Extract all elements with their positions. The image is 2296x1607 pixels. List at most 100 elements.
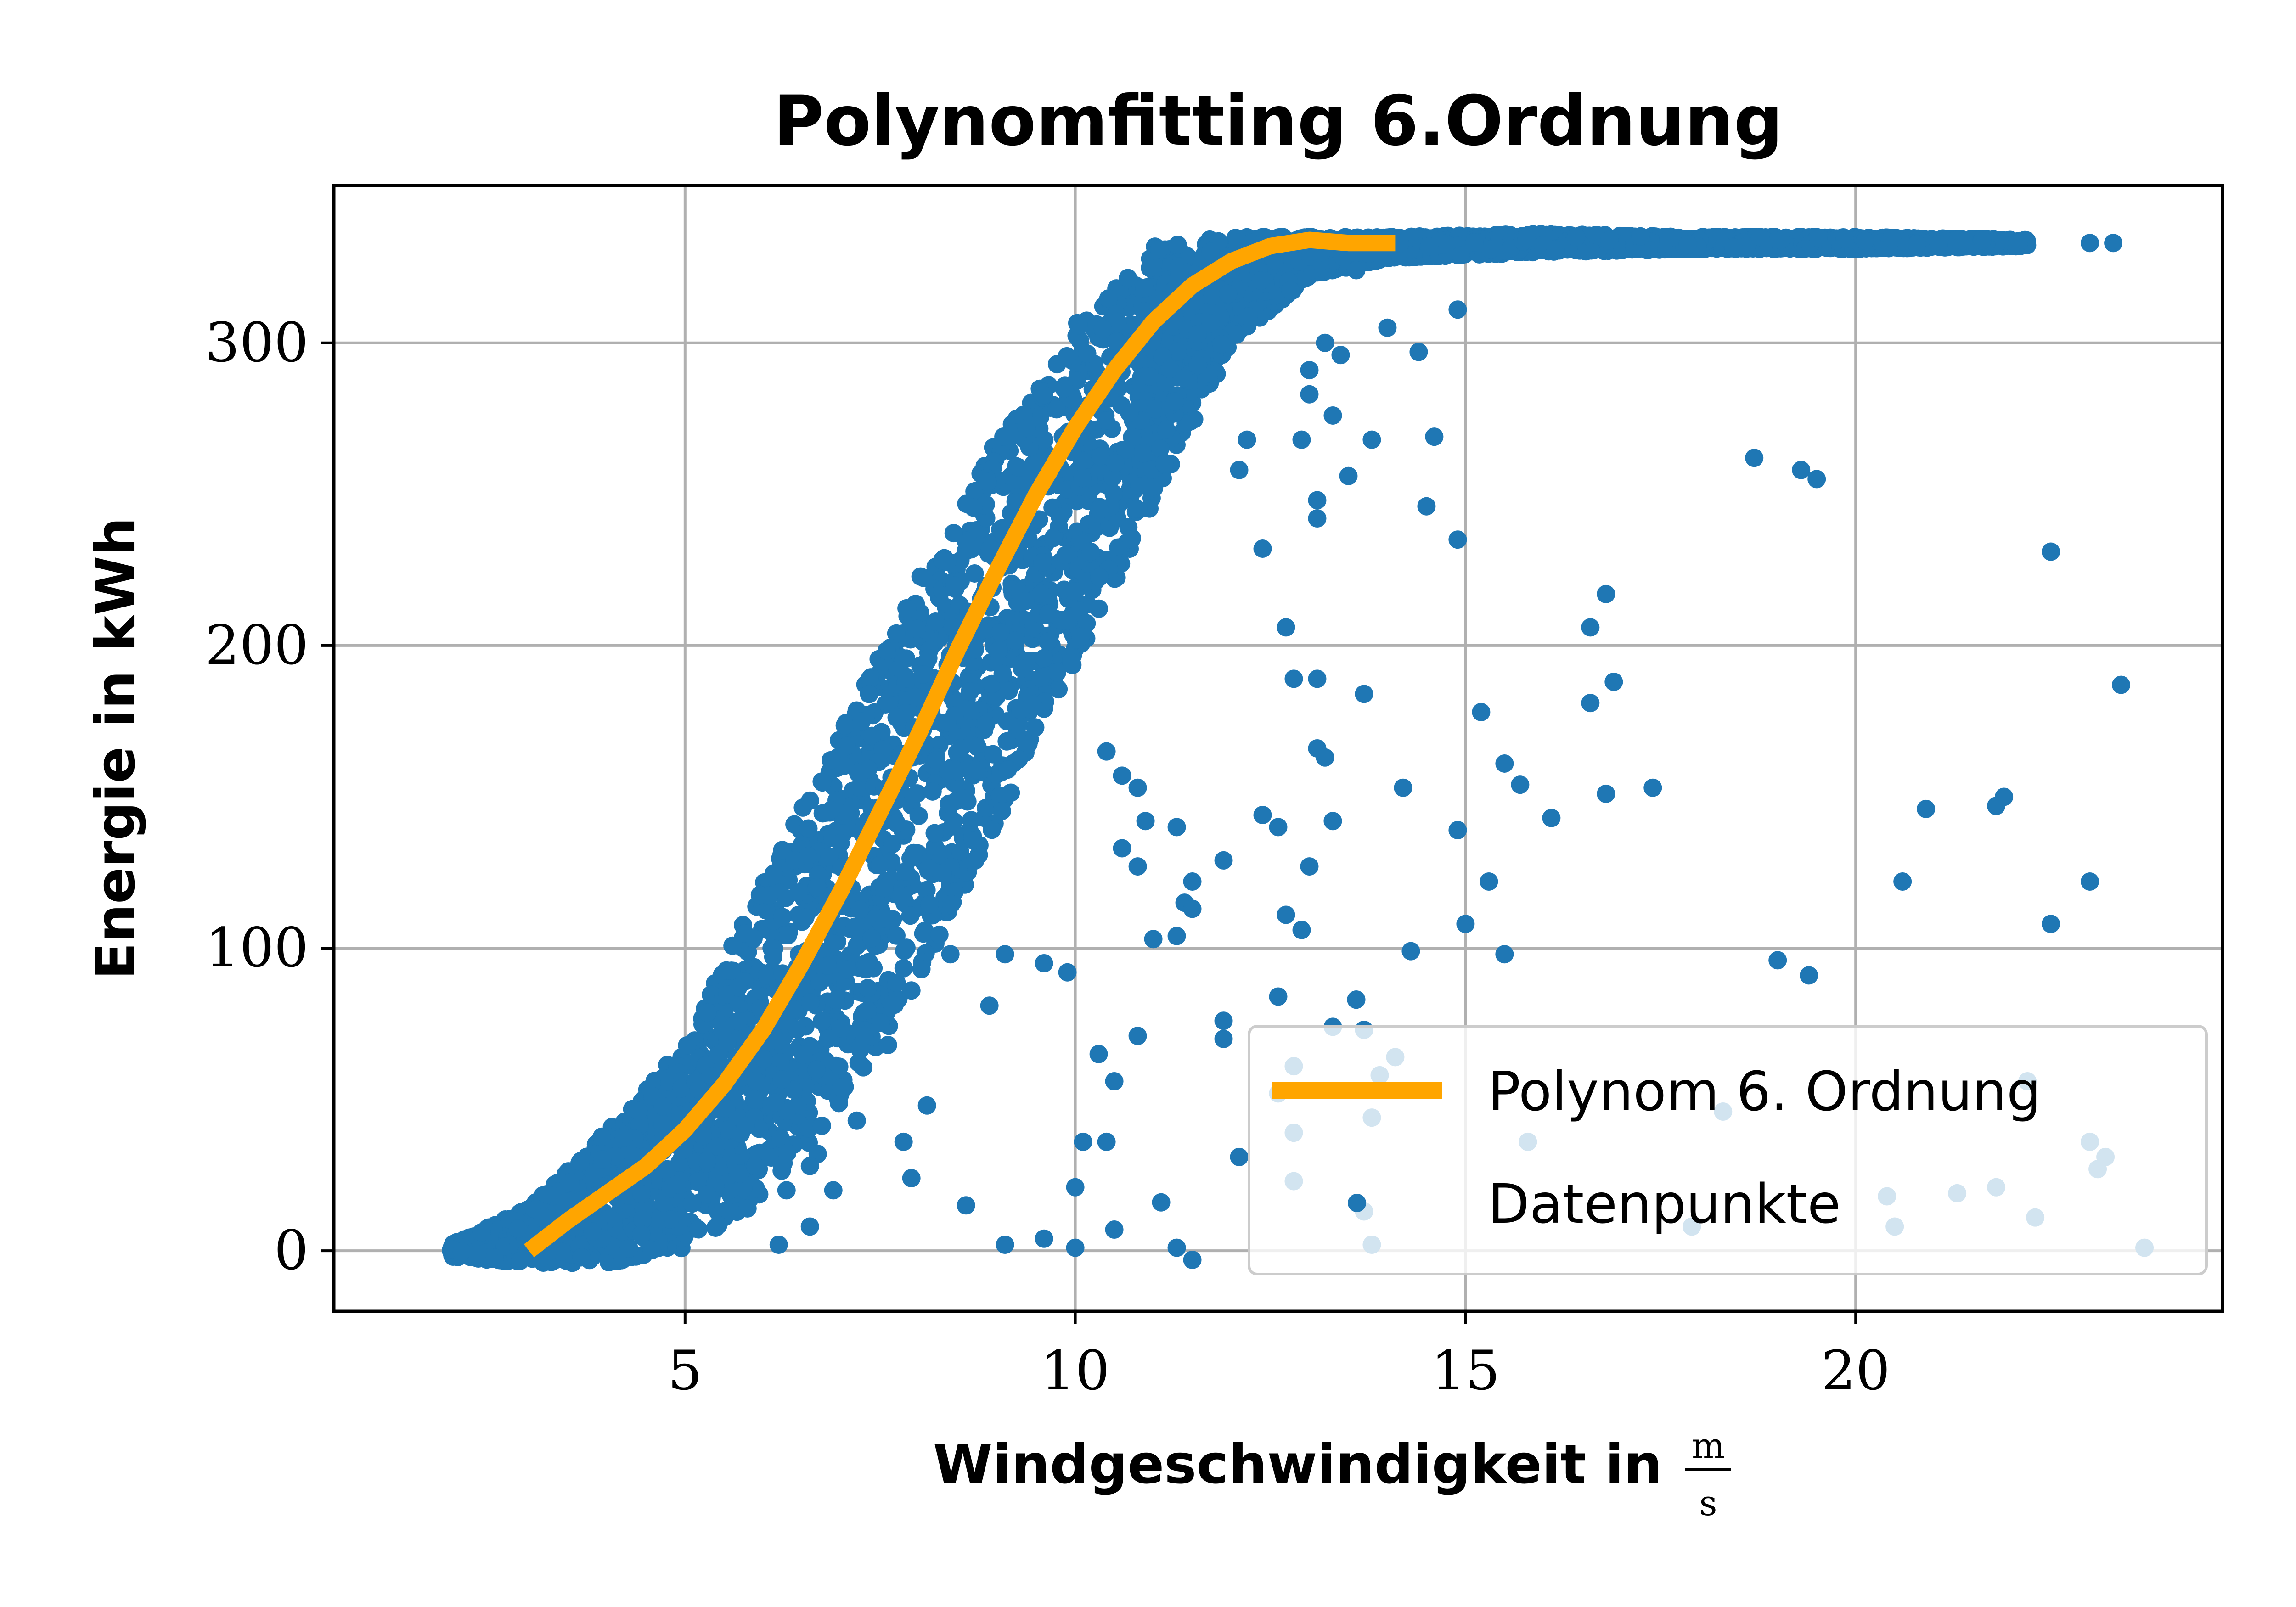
- data-point: [771, 1129, 790, 1148]
- data-point: [552, 1242, 571, 1261]
- data-point: [1038, 632, 1057, 651]
- data-point: [1150, 240, 1169, 258]
- data-point: [1069, 316, 1088, 335]
- data-point: [993, 519, 1012, 538]
- data-point: [862, 726, 881, 745]
- data-point: [887, 926, 906, 945]
- data-point: [1091, 447, 1109, 466]
- data-point: [1066, 582, 1085, 601]
- data-point: [708, 1046, 727, 1065]
- data-point: [887, 624, 906, 643]
- data-point: [837, 804, 856, 822]
- data-point: [887, 973, 906, 992]
- data-point: [1006, 631, 1024, 650]
- data-point: [1168, 236, 1187, 254]
- data-point: [1078, 344, 1097, 363]
- data-point: [773, 908, 792, 927]
- data-point: [693, 1127, 712, 1146]
- data-point: [860, 669, 879, 688]
- data-point: [1203, 287, 1222, 305]
- data-point: [698, 1185, 716, 1204]
- data-point: [872, 1013, 890, 1032]
- data-point: [773, 841, 792, 860]
- data-point: [1108, 312, 1127, 331]
- data-point: [1106, 454, 1125, 472]
- data-point: [688, 1172, 707, 1191]
- data-point: [897, 938, 916, 957]
- data-point: [887, 708, 906, 727]
- data-point: [860, 685, 878, 703]
- data-point: [561, 1173, 580, 1192]
- data-point: [729, 978, 748, 997]
- data-point: [1035, 649, 1053, 668]
- data-point: [822, 801, 840, 820]
- data-point: [1025, 619, 1044, 638]
- data-point: [912, 960, 931, 978]
- data-point: [1090, 568, 1109, 586]
- data-point: [1112, 396, 1131, 415]
- data-point: [858, 1001, 877, 1020]
- data-point: [622, 1145, 641, 1163]
- data-point: [794, 1045, 813, 1064]
- data-point: [764, 867, 782, 886]
- data-point: [940, 794, 958, 813]
- data-point: [852, 712, 871, 731]
- data-point: [1047, 400, 1066, 419]
- data-point: [629, 1101, 648, 1120]
- data-point: [892, 887, 911, 905]
- data-point: [908, 784, 927, 803]
- data-point: [1019, 735, 1038, 753]
- data-point: [1058, 347, 1076, 365]
- data-point: [1024, 695, 1042, 714]
- data-point: [961, 682, 979, 701]
- data-point: [952, 739, 971, 758]
- data-point: [945, 576, 964, 595]
- data-point: [887, 814, 906, 832]
- data-point: [1146, 400, 1165, 419]
- data-point: [1116, 440, 1135, 459]
- data-point: [1033, 553, 1052, 572]
- data-point: [672, 1079, 691, 1098]
- data-point: [1141, 258, 1159, 277]
- data-point: [919, 649, 938, 668]
- data-point: [653, 1115, 672, 1134]
- data-point: [1160, 360, 1179, 378]
- data-point: [472, 1223, 491, 1242]
- data-point: [896, 862, 915, 881]
- data-point: [758, 966, 777, 985]
- data-point: [585, 1164, 604, 1183]
- data-point: [997, 732, 1016, 751]
- data-point: [789, 883, 808, 902]
- data-point: [1099, 289, 1118, 308]
- data-point: [1097, 411, 1115, 430]
- data-point: [619, 1239, 638, 1258]
- data-point: [901, 906, 920, 925]
- data-point: [919, 859, 938, 877]
- data-point: [709, 1216, 728, 1235]
- data-point: [818, 956, 837, 975]
- data-point: [962, 701, 980, 719]
- data-point: [907, 619, 926, 638]
- data-point: [660, 1210, 679, 1229]
- data-point: [1049, 680, 1068, 699]
- data-point: [813, 773, 832, 792]
- data-point: [1165, 317, 1183, 336]
- data-point: [735, 924, 754, 943]
- grid: [334, 185, 2223, 1311]
- data-point: [943, 817, 962, 836]
- data-point: [871, 855, 889, 874]
- data-point: [1127, 500, 1146, 518]
- data-point: [847, 936, 866, 955]
- data-point: [822, 751, 840, 770]
- data-point: [1058, 612, 1076, 630]
- data-point: [808, 878, 827, 897]
- data-point: [1119, 269, 1137, 287]
- data-point: [535, 1208, 553, 1227]
- data-point: [827, 990, 845, 1009]
- data-point: [768, 1031, 787, 1050]
- data-point: [927, 751, 945, 770]
- data-point: [1140, 367, 1159, 386]
- data-point: [925, 824, 944, 843]
- data-point: [1151, 439, 1170, 458]
- data-point: [1044, 528, 1063, 547]
